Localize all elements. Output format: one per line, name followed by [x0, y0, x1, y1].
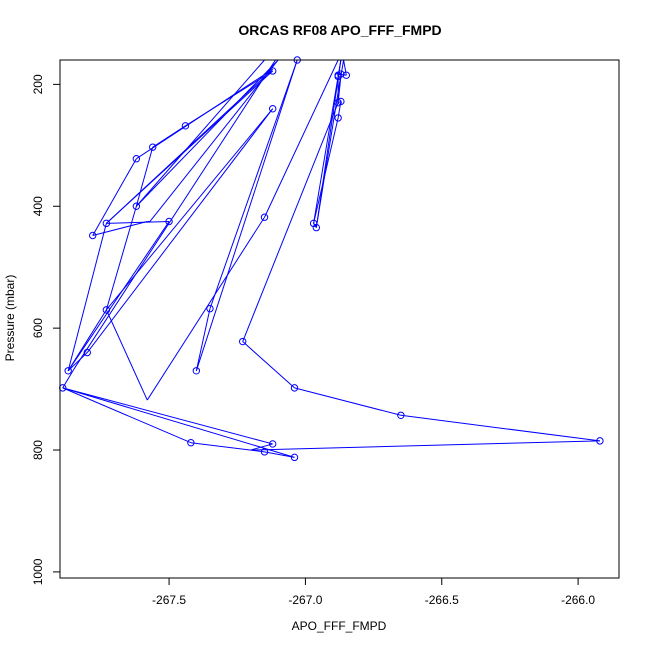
- series-segment: [135, 147, 154, 207]
- series-segment: [135, 59, 279, 207]
- data-point: [102, 219, 111, 228]
- data-point: [268, 67, 277, 75]
- data-point: [596, 437, 604, 445]
- data-point: [342, 71, 351, 79]
- data-point: [290, 384, 299, 392]
- data-point: [89, 231, 97, 240]
- data-point: [260, 213, 269, 221]
- series-segment: [315, 59, 342, 228]
- series-segment: [195, 59, 298, 371]
- series-segment: [86, 108, 274, 353]
- series-segment: [67, 221, 170, 372]
- x-tick-label: -266.5: [425, 593, 459, 607]
- y-tick-label: 600: [31, 318, 45, 338]
- y-axis-label: Pressure (mbar): [3, 275, 17, 362]
- y-tick-label: 1000: [31, 558, 45, 585]
- data-point: [260, 448, 269, 456]
- x-tick-label: -267.5: [152, 593, 186, 607]
- series-segment: [92, 158, 137, 236]
- data-point: [334, 114, 342, 122]
- series-segment: [294, 387, 401, 416]
- data-point: [132, 155, 141, 163]
- data-point: [132, 202, 141, 210]
- data-point: [149, 143, 157, 151]
- x-tick-label: -266.0: [561, 593, 595, 607]
- series-segment: [67, 223, 107, 371]
- series-segment: [105, 206, 137, 310]
- series-segment: [264, 59, 339, 218]
- data-point: [290, 453, 299, 462]
- data-point: [334, 72, 342, 81]
- data-point: [64, 367, 72, 375]
- data-point: [206, 304, 214, 313]
- x-axis: -267.5 -267.0 -266.5 -266.0: [152, 578, 595, 607]
- y-tick-label: 400: [31, 196, 45, 216]
- data-point: [238, 337, 247, 346]
- data-point: [268, 105, 277, 113]
- series-segment: [136, 68, 273, 160]
- data-point: [192, 367, 201, 375]
- y-axis: 200 400 600 800 1000: [31, 74, 60, 585]
- data-point: [102, 306, 111, 314]
- series-segment: [73, 59, 276, 370]
- plot-lines: [62, 59, 600, 458]
- series-segment: [209, 59, 298, 309]
- chart-title: ORCAS RF08 APO_FFF_FMPD: [238, 22, 441, 38]
- series-segment: [152, 125, 186, 148]
- series-segment: [264, 451, 295, 458]
- data-point: [337, 97, 345, 106]
- x-axis-label: APO_FFF_FMPD: [292, 619, 387, 633]
- series-segment: [313, 59, 342, 224]
- series-segment: [149, 59, 279, 222]
- series-segment: [250, 440, 600, 451]
- series-segment: [67, 309, 107, 372]
- y-tick-label: 800: [31, 440, 45, 460]
- data-point: [181, 122, 190, 130]
- plot-points: [59, 56, 604, 462]
- series-segment: [92, 221, 148, 236]
- data-point: [187, 439, 195, 447]
- series-segment: [105, 309, 148, 401]
- data-point: [397, 411, 405, 419]
- data-point: [165, 217, 173, 226]
- x-tick-label: -267.0: [288, 593, 322, 607]
- series-segment: [250, 443, 273, 451]
- series-segment: [62, 387, 295, 458]
- series-segment: [195, 308, 211, 371]
- series-segment: [338, 73, 347, 76]
- data-point: [268, 440, 277, 448]
- series-segment: [400, 414, 600, 442]
- series-segment: [242, 341, 295, 389]
- series-segment: [106, 220, 170, 224]
- series-segment: [67, 352, 88, 372]
- series-segment: [62, 387, 192, 444]
- data-point: [83, 348, 91, 357]
- series-segment: [242, 102, 339, 342]
- y-tick-label: 200: [31, 74, 45, 94]
- series-segment: [313, 223, 317, 228]
- series-segment: [146, 216, 265, 401]
- series-segment: [343, 59, 347, 76]
- series-segment: [135, 59, 265, 207]
- data-point: [312, 223, 321, 232]
- series-segment: [62, 387, 273, 445]
- plot-frame: [59, 59, 620, 579]
